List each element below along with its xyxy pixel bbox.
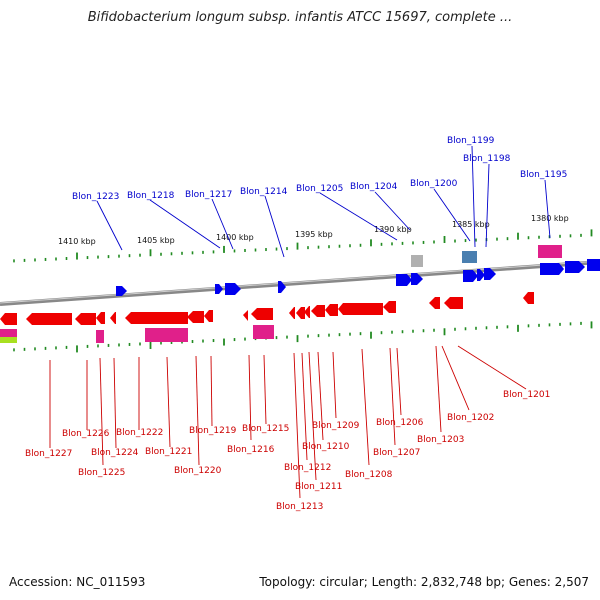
gene-label-forward[interactable]: Blon_1214 bbox=[240, 187, 288, 197]
gene-feature-lime[interactable] bbox=[0, 337, 17, 343]
forward-strand-genes bbox=[116, 259, 600, 296]
scale-label: 1410 kbp bbox=[58, 237, 96, 246]
topology-text: Topology: circular; Length: 2,832,748 bp… bbox=[259, 575, 589, 589]
genome-backbone-highlight bbox=[0, 260, 600, 304]
scale-ticks-bottom bbox=[13, 321, 593, 353]
gene-label-reverse[interactable]: Blon_1210 bbox=[302, 442, 350, 452]
gene-arrow-reverse[interactable] bbox=[311, 305, 325, 317]
gene-arrow-forward[interactable] bbox=[463, 270, 478, 282]
scale-label: 1405 kbp bbox=[137, 236, 175, 245]
gene-label-reverse[interactable]: Blon_1207 bbox=[373, 448, 420, 458]
gene-feature-pink[interactable] bbox=[0, 329, 17, 337]
scale-label: 1390 kbp bbox=[374, 225, 412, 234]
scale-label: 1385 kbp bbox=[452, 220, 490, 229]
gene-arrow-forward[interactable] bbox=[278, 281, 286, 293]
gene-feature-pink[interactable] bbox=[538, 245, 562, 258]
gene-arrow-forward[interactable] bbox=[587, 259, 600, 271]
gene-label-forward[interactable]: Blon_1198 bbox=[463, 154, 511, 164]
gene-arrow-reverse[interactable] bbox=[383, 301, 396, 313]
gene-arrow-reverse[interactable] bbox=[444, 297, 463, 309]
gene-arrow-forward[interactable] bbox=[540, 263, 564, 275]
gene-label-reverse[interactable]: Blon_1206 bbox=[376, 418, 424, 428]
gene-arrow-forward[interactable] bbox=[225, 283, 241, 295]
gene-arrow-reverse[interactable] bbox=[325, 304, 338, 316]
gene-arrow-reverse[interactable] bbox=[523, 292, 534, 304]
gene-arrow-forward[interactable] bbox=[396, 274, 412, 286]
gene-arrow-reverse[interactable] bbox=[251, 308, 273, 320]
bottom-gene-labels: Blon_1227 Blon_1226 Blon_1225 Blon_1224 … bbox=[25, 390, 550, 512]
gene-label-reverse[interactable]: Blon_1221 bbox=[145, 447, 192, 457]
gene-arrow-reverse[interactable] bbox=[187, 311, 204, 323]
scale-ticks-top bbox=[13, 229, 593, 263]
gene-label-reverse[interactable]: Blon_1202 bbox=[447, 413, 494, 423]
gene-arrow-reverse[interactable] bbox=[204, 310, 213, 322]
gene-label-reverse[interactable]: Blon_1211 bbox=[295, 482, 342, 492]
gene-label-reverse[interactable]: Blon_1215 bbox=[242, 424, 289, 434]
gene-label-reverse[interactable]: Blon_1220 bbox=[174, 466, 222, 476]
gene-arrow-reverse[interactable] bbox=[429, 297, 440, 309]
gene-arrow-reverse[interactable] bbox=[0, 313, 17, 325]
gene-label-reverse[interactable]: Blon_1212 bbox=[284, 463, 331, 473]
gene-label-reverse[interactable]: Blon_1226 bbox=[62, 429, 110, 439]
scale-label: 1380 kbp bbox=[531, 214, 569, 223]
gene-arrow-reverse[interactable] bbox=[243, 310, 248, 321]
gene-feature-pink[interactable] bbox=[96, 330, 104, 343]
gene-label-reverse[interactable]: Blon_1222 bbox=[116, 428, 163, 438]
gene-label-reverse[interactable]: Blon_1213 bbox=[276, 502, 323, 512]
genome-backbone bbox=[0, 260, 600, 306]
gene-label-reverse[interactable]: Blon_1216 bbox=[227, 445, 275, 455]
bottom-leader-lines bbox=[49, 345, 527, 499]
accession-text: Accession: NC_011593 bbox=[9, 575, 146, 589]
gene-label-forward[interactable]: Blon_1195 bbox=[520, 170, 567, 180]
gene-feature-gray[interactable] bbox=[411, 255, 423, 267]
gene-label-reverse[interactable]: Blon_1208 bbox=[345, 470, 393, 480]
scale-label: 1400 kbp bbox=[216, 233, 254, 242]
gene-arrow-reverse[interactable] bbox=[125, 312, 188, 324]
gene-feature-pink[interactable] bbox=[253, 325, 274, 339]
gene-arrow-reverse[interactable] bbox=[96, 312, 105, 324]
gene-arrow-reverse[interactable] bbox=[110, 312, 116, 324]
map-title: Bifidobacterium longum subsp. infantis A… bbox=[87, 10, 513, 25]
gene-label-reverse[interactable]: Blon_1224 bbox=[91, 448, 139, 458]
gene-feature-pink[interactable] bbox=[145, 328, 188, 342]
reverse-strand-genes bbox=[0, 292, 534, 325]
gene-label-forward[interactable]: Blon_1217 bbox=[185, 190, 232, 200]
gene-label-reverse[interactable]: Blon_1227 bbox=[25, 449, 72, 459]
top-leader-lines bbox=[96, 145, 551, 258]
gene-arrow-reverse[interactable] bbox=[296, 307, 305, 319]
gene-arrow-forward[interactable] bbox=[116, 286, 127, 296]
gene-label-forward[interactable]: Blon_1199 bbox=[447, 136, 495, 146]
gene-label-reverse[interactable]: Blon_1209 bbox=[312, 421, 360, 431]
scale-label: 1395 kbp bbox=[295, 230, 333, 239]
gene-feature-steelblue[interactable] bbox=[462, 251, 477, 263]
gene-arrow-reverse[interactable] bbox=[304, 306, 310, 318]
gene-label-forward[interactable]: Blon_1200 bbox=[410, 179, 458, 189]
gene-label-forward[interactable]: Blon_1205 bbox=[296, 184, 343, 194]
gene-arrow-reverse[interactable] bbox=[289, 307, 295, 319]
gene-arrow-forward[interactable] bbox=[484, 268, 496, 280]
gene-arrow-forward[interactable] bbox=[411, 273, 423, 285]
gene-label-forward[interactable]: Blon_1204 bbox=[350, 182, 398, 192]
gene-label-forward[interactable]: Blon_1223 bbox=[72, 192, 119, 202]
gene-arrow-reverse[interactable] bbox=[338, 303, 383, 315]
gene-label-reverse[interactable]: Blon_1203 bbox=[417, 435, 464, 445]
gene-label-reverse[interactable]: Blon_1219 bbox=[189, 426, 237, 436]
top-gene-labels: Blon_1223 Blon_1218 Blon_1217 Blon_1214 … bbox=[72, 136, 567, 202]
gene-arrow-forward[interactable] bbox=[215, 284, 223, 294]
gene-arrow-forward[interactable] bbox=[477, 269, 485, 281]
gene-label-forward[interactable]: Blon_1218 bbox=[127, 191, 175, 201]
gene-label-reverse[interactable]: Blon_1201 bbox=[503, 390, 550, 400]
scale-labels: 1410 kbp 1405 kbp 1400 kbp 1395 kbp 1390… bbox=[58, 214, 569, 246]
gene-arrow-forward[interactable] bbox=[565, 261, 585, 273]
gene-arrow-reverse[interactable] bbox=[75, 313, 96, 325]
gene-arrow-reverse[interactable] bbox=[26, 313, 72, 325]
gene-label-reverse[interactable]: Blon_1225 bbox=[78, 468, 125, 478]
